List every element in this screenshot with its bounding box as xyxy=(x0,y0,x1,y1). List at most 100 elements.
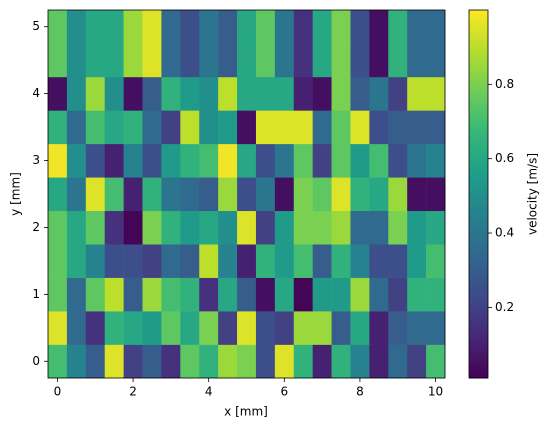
heatmap-cell xyxy=(85,110,106,145)
colorbar-segment xyxy=(469,160,488,166)
x-axis-label: x [mm] xyxy=(224,405,268,419)
heatmap-cell xyxy=(48,43,68,78)
colorbar-segment xyxy=(469,94,488,99)
colorbar-segment xyxy=(469,21,488,26)
colorbar-frame xyxy=(468,9,489,379)
heatmap-cell xyxy=(274,10,295,44)
colorbar-segment xyxy=(469,230,488,235)
heatmap-cell xyxy=(104,10,124,44)
heatmap-cell xyxy=(426,177,446,212)
heatmap-cell xyxy=(369,10,389,44)
heatmap-cell xyxy=(388,344,408,379)
colorbar-segment xyxy=(469,205,488,210)
heatmap-cell xyxy=(388,110,408,145)
heatmap-cell xyxy=(104,110,124,145)
colorbar-segment xyxy=(469,54,488,59)
colorbar-segment xyxy=(469,256,488,261)
colorbar-segment xyxy=(469,157,488,162)
heatmap-cell xyxy=(312,43,332,78)
heatmap-cell xyxy=(161,210,181,245)
heatmap-cell xyxy=(388,143,408,178)
heatmap-cell xyxy=(66,277,87,312)
heatmap-cell xyxy=(66,177,87,212)
colorbar-segment xyxy=(469,61,488,66)
colorbar-segment xyxy=(469,13,488,18)
heatmap-cell xyxy=(218,10,238,44)
heatmap-cell xyxy=(66,110,87,145)
colorbar-segment xyxy=(469,238,488,243)
heatmap-cell xyxy=(123,311,143,345)
heatmap-cell xyxy=(66,344,87,379)
heatmap-cell xyxy=(142,311,162,345)
heatmap-cell xyxy=(48,76,68,111)
heatmap-cell xyxy=(255,177,276,212)
heatmap-cell xyxy=(350,277,370,312)
colorbar-segment xyxy=(469,366,488,372)
colorbar-segment xyxy=(469,363,488,368)
heatmap-cell xyxy=(104,43,124,78)
heatmap-cell xyxy=(85,244,106,278)
heatmap-cell xyxy=(104,177,124,212)
colorbar-segment xyxy=(469,43,488,48)
heatmap-cell xyxy=(161,344,181,379)
heatmap-cell xyxy=(48,344,68,379)
heatmap-cell xyxy=(274,277,295,312)
heatmap-cell xyxy=(66,244,87,278)
heatmap-cell xyxy=(426,344,446,379)
heatmap-cell xyxy=(312,177,332,212)
colorbar-segment xyxy=(469,300,488,305)
colorbar-segment xyxy=(469,79,488,85)
heatmap-cell xyxy=(180,277,200,312)
heatmap-cell xyxy=(350,10,370,44)
colorbar-segment xyxy=(469,24,488,29)
heatmap-cell xyxy=(199,76,219,111)
heatmap-cell xyxy=(199,277,219,312)
colorbar-segment xyxy=(469,186,488,191)
heatmap-cell xyxy=(426,110,446,145)
colorbar-segment xyxy=(469,168,488,173)
colorbar-segment xyxy=(469,83,488,88)
colorbar-segment xyxy=(469,330,488,335)
heatmap-cell xyxy=(293,244,313,278)
heatmap-cell xyxy=(123,277,143,312)
heatmap-cell xyxy=(407,277,427,312)
colorbar-segment xyxy=(469,197,488,202)
colorbar-segment xyxy=(469,194,488,199)
heatmap-cell xyxy=(218,143,238,178)
heatmap-cell xyxy=(199,244,219,278)
heatmap-cell xyxy=(255,344,276,379)
heatmap-cell xyxy=(293,110,313,145)
colorbar-segment xyxy=(469,32,488,37)
heatmap-cell xyxy=(48,143,68,178)
heatmap-cell xyxy=(123,110,143,145)
x-tick-label: 6 xyxy=(280,385,288,399)
heatmap-cell xyxy=(237,210,257,245)
colorbar-segment xyxy=(469,142,488,147)
heatmap-cell xyxy=(274,43,295,78)
x-tick-label: 10 xyxy=(428,385,443,399)
colorbar-segment xyxy=(469,311,488,316)
colorbar-segment xyxy=(469,234,488,239)
heatmap-cell xyxy=(331,143,351,178)
y-tick-label: 0 xyxy=(32,354,40,368)
heatmap-cell xyxy=(104,143,124,178)
colorbar-segment xyxy=(469,333,488,339)
colorbar-segment xyxy=(469,124,488,129)
heatmap-cell xyxy=(426,277,446,312)
heatmap-cell xyxy=(142,76,162,111)
colorbar-segment xyxy=(469,208,488,213)
heatmap-cell xyxy=(104,76,124,111)
heatmap-cell xyxy=(426,244,446,278)
heatmap-cell xyxy=(123,10,143,44)
heatmap-cell xyxy=(312,344,332,379)
colorbar-segment xyxy=(469,171,488,177)
heatmap-cell xyxy=(237,311,257,345)
heatmap-cell xyxy=(180,210,200,245)
heatmap-cell xyxy=(199,311,219,345)
heatmap-cell xyxy=(85,76,106,111)
heatmap-cell xyxy=(426,43,446,78)
heatmap-cell xyxy=(407,311,427,345)
heatmap-cell xyxy=(218,244,238,278)
heatmap-cell xyxy=(161,10,181,44)
